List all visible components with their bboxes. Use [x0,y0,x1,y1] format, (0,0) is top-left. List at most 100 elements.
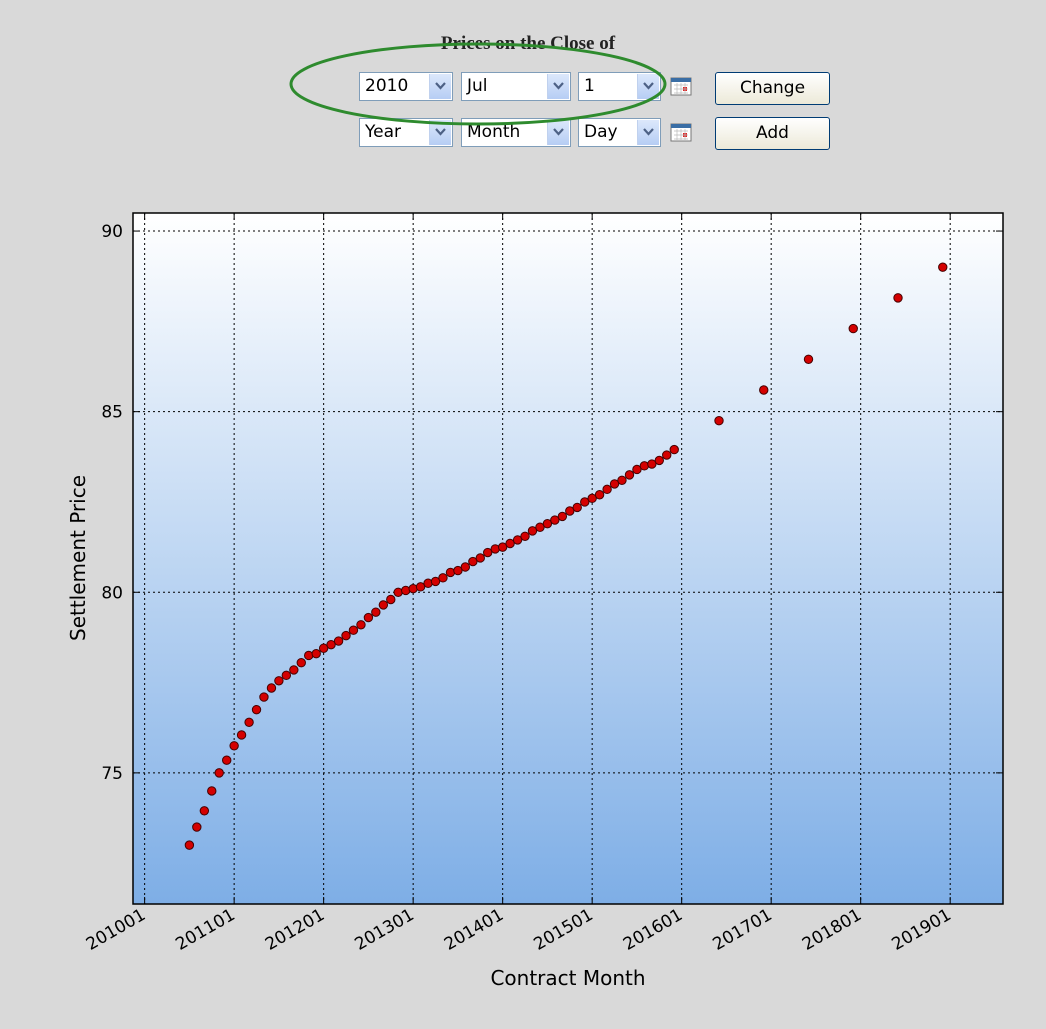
select-value: Month [467,122,521,142]
plot-frame [132,212,1004,905]
data-point [333,636,344,646]
x-tick-label: 201701 [709,905,775,955]
data-point [587,493,597,504]
data-point [304,650,314,661]
year-select[interactable]: 2010 [359,72,453,101]
y-tick-label: 75 [101,764,123,784]
data-point [609,479,620,489]
select-value: Year [365,122,401,142]
data-point [363,612,374,623]
data-point [535,522,545,532]
select-value: Day [584,122,618,142]
data-point [259,692,269,702]
select-value: Jul [467,76,488,96]
data-point [714,415,724,426]
calendar-icon[interactable] [670,77,692,96]
y-tick-label: 85 [101,403,123,423]
data-point [639,461,650,471]
data-point [430,576,441,587]
chart: Contract Month Settlement Price 75 80 85 90… [66,212,1004,990]
data-point [654,455,664,466]
data-point [527,526,538,536]
data-point [207,786,217,796]
data-point [415,582,426,592]
month-select[interactable]: Jul [461,72,571,101]
data-point [229,741,239,751]
x-tick-label: 201901 [888,905,954,955]
x-tick-label: 201801 [799,905,865,955]
data-point [594,490,605,500]
x-tick-label: 201301 [351,905,417,955]
highlight-ellipse [289,42,667,126]
data-point [848,323,858,334]
data-point [475,553,485,563]
x-tick-label: 201201 [262,905,328,955]
data-point [393,587,403,597]
data-point [497,542,508,552]
data-point [326,639,336,650]
y-tick-label: 90 [101,222,123,242]
data-point [565,506,575,516]
data-point [602,484,612,495]
data-point [483,547,493,558]
data-point [266,683,277,693]
x-axis-label: Contract Month [490,966,645,990]
data-point [386,594,396,605]
y-axis-label: Settlement Price [66,475,90,641]
data-point [512,535,523,545]
x-tick-label: 201001 [83,905,149,955]
data-point [662,450,672,460]
highlight-overlay [289,42,667,126]
x-tick-label: 201601 [620,905,686,955]
data-point [632,464,642,475]
data-point [348,625,359,635]
data-point [222,755,232,765]
data-point [759,385,769,395]
data-point [281,670,292,681]
data-point [296,658,306,668]
data-point [617,475,627,485]
data-point [214,768,224,778]
data-point [669,444,679,455]
data-point [244,717,254,728]
data-point [184,840,195,850]
x-tick-label: 201501 [530,905,596,955]
data-point [647,459,657,469]
data-point [468,556,478,567]
data-point [624,470,635,480]
data-point [938,262,948,272]
data-point [572,502,582,513]
change-button[interactable]: Change [715,72,830,105]
data-point [199,806,210,816]
data-point [580,497,590,507]
data-point [460,562,471,572]
data-point [378,600,389,610]
calendar-icon[interactable] [670,123,692,142]
data-point [803,354,814,364]
data-point [289,665,299,675]
data-point [311,648,321,659]
x-tick-label: 201101 [172,905,238,955]
day-select[interactable]: Day [578,118,661,147]
add-button[interactable]: Add [715,117,830,150]
data-point [356,620,366,630]
data-point [893,293,903,303]
y-tick-label: 80 [101,583,123,603]
data-point [274,676,284,686]
day-select[interactable]: 1 [578,72,661,101]
data-point [550,515,560,525]
data-point [236,730,247,740]
data-point [251,704,262,715]
x-tick-label: 201401 [441,905,507,955]
data-point [542,518,553,529]
data-point [318,643,329,653]
data-point [371,607,381,617]
data-point [453,565,463,576]
data-point [520,531,530,541]
data-point [438,573,448,583]
select-value: 1 [584,76,595,96]
plot-area [133,213,1003,904]
data-point [505,538,515,549]
data-point [192,822,202,832]
